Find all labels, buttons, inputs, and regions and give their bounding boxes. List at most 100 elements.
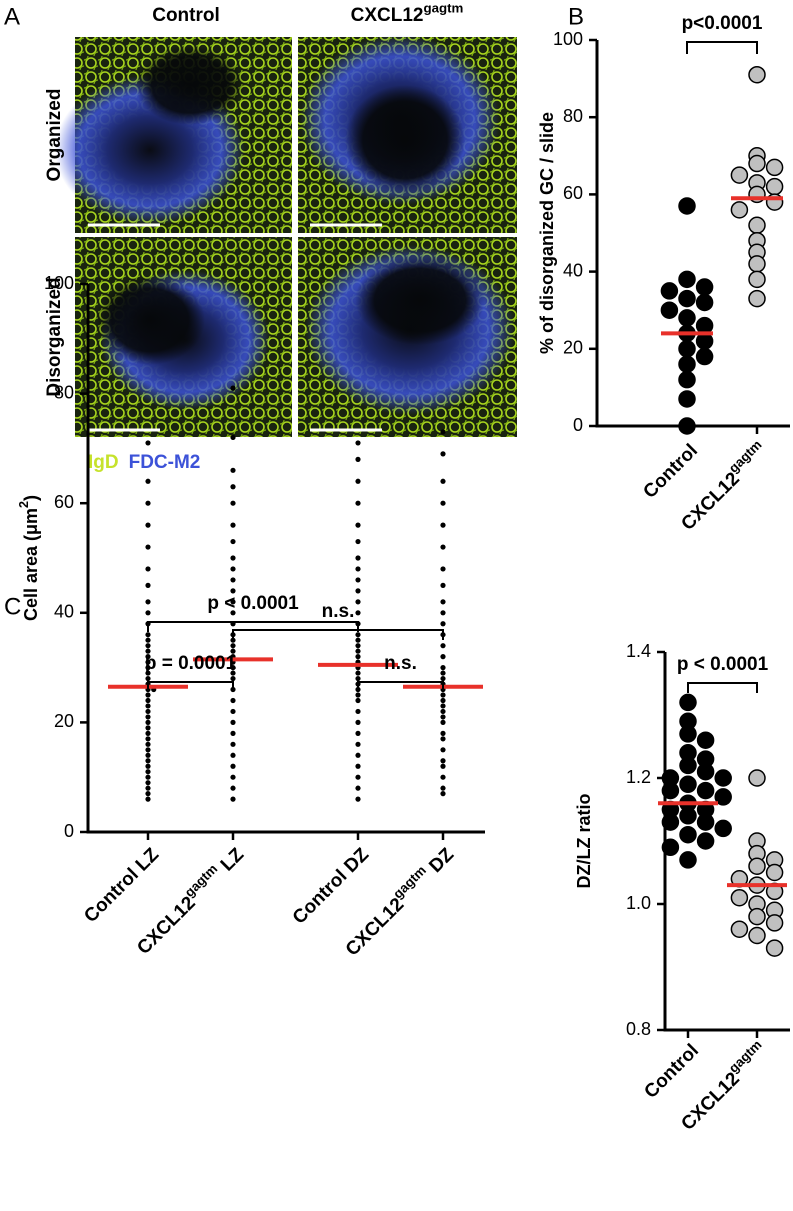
data-point (355, 670, 361, 676)
data-point (355, 538, 361, 545)
significance-bracket (147, 681, 234, 692)
significance-label: n.s. (384, 653, 417, 674)
data-point (355, 785, 361, 791)
x-tick-label-part: Control DZ (289, 844, 374, 929)
y-tick-label: 0 (573, 415, 583, 435)
panel-label: A (4, 3, 20, 30)
data-point (230, 434, 236, 441)
data-point (230, 599, 236, 605)
data-point (145, 774, 151, 780)
data-point (440, 785, 446, 791)
data-point (355, 643, 361, 649)
data-point (440, 621, 446, 627)
data-point (230, 637, 236, 643)
data-point (440, 544, 446, 550)
data-point (145, 632, 151, 638)
data-point (145, 648, 151, 654)
data-point (440, 643, 446, 649)
data-point (355, 774, 361, 780)
data-point (145, 785, 151, 791)
data-point (730, 201, 749, 219)
data-point (678, 390, 696, 408)
data-point (440, 610, 446, 616)
data-point (230, 538, 236, 545)
data-point (230, 785, 236, 791)
data-point (355, 730, 361, 736)
data-point (145, 730, 151, 736)
data-point (145, 610, 151, 616)
data-point (230, 763, 236, 769)
data-point (145, 582, 151, 589)
y-axis-label: DZ/LZ ratio (574, 794, 594, 889)
data-point (696, 731, 715, 749)
data-point (145, 692, 151, 698)
data-point (696, 762, 715, 781)
data-point (230, 648, 236, 654)
data-point (440, 522, 446, 528)
data-point (748, 926, 766, 945)
data-point (355, 566, 361, 572)
data-point (440, 675, 446, 682)
y-tick-label: 1.2 (626, 767, 651, 787)
data-point (440, 670, 446, 676)
data-point (230, 719, 236, 726)
data-point (230, 588, 236, 594)
data-point (145, 741, 151, 747)
y-axis-label: % of disorganized GC / slide (537, 112, 557, 354)
data-point (695, 347, 714, 366)
data-point (765, 863, 784, 882)
data-point (679, 693, 697, 712)
data-point (695, 293, 714, 312)
x-tick-label-part: gagtm (725, 437, 764, 476)
data-point (440, 730, 446, 736)
data-point (230, 385, 236, 391)
significance-label: p < 0.0001 (207, 593, 299, 614)
row-label: Disorganized (44, 277, 65, 396)
data-point (440, 665, 446, 671)
data-point (660, 301, 679, 319)
y-axis-label-part: DZ/LZ ratio (574, 794, 594, 889)
data-point (748, 907, 766, 926)
data-point (661, 813, 680, 831)
y-tick-label: 80 (54, 382, 74, 402)
data-point (145, 796, 151, 802)
data-point (355, 577, 361, 583)
column-header: Control (152, 5, 220, 26)
data-point (145, 725, 151, 731)
data-point (145, 670, 151, 676)
data-point (355, 440, 361, 446)
data-point (714, 819, 732, 838)
data-point (440, 451, 446, 457)
data-point (145, 643, 151, 649)
data-point (355, 610, 361, 616)
data-point (230, 522, 236, 528)
data-point (440, 654, 446, 660)
data-point (440, 719, 446, 726)
data-point (748, 270, 766, 289)
data-point (145, 747, 151, 753)
data-point (230, 665, 236, 671)
x-tick-label-part: CXCL12 (677, 1068, 743, 1134)
data-point (355, 522, 361, 528)
data-point (230, 708, 236, 715)
data-point (230, 796, 236, 802)
data-point (230, 675, 236, 682)
data-point (230, 643, 236, 649)
data-point (145, 654, 151, 660)
data-point (230, 774, 236, 780)
y-tick-label: 20 (563, 338, 583, 358)
data-point (678, 355, 696, 373)
y-tick-label: 1.4 (626, 641, 651, 661)
data-point (748, 65, 766, 84)
data-point (355, 588, 361, 594)
data-point (145, 697, 151, 704)
data-point (145, 566, 151, 572)
data-point (145, 599, 151, 605)
y-tick-label: 60 (563, 183, 583, 203)
data-point (440, 736, 446, 742)
column-header-part: Control (152, 5, 220, 26)
data-point (355, 478, 361, 484)
significance-bracket (687, 682, 758, 693)
legend-text: FDC-M2 (129, 452, 201, 473)
data-point (145, 752, 151, 758)
